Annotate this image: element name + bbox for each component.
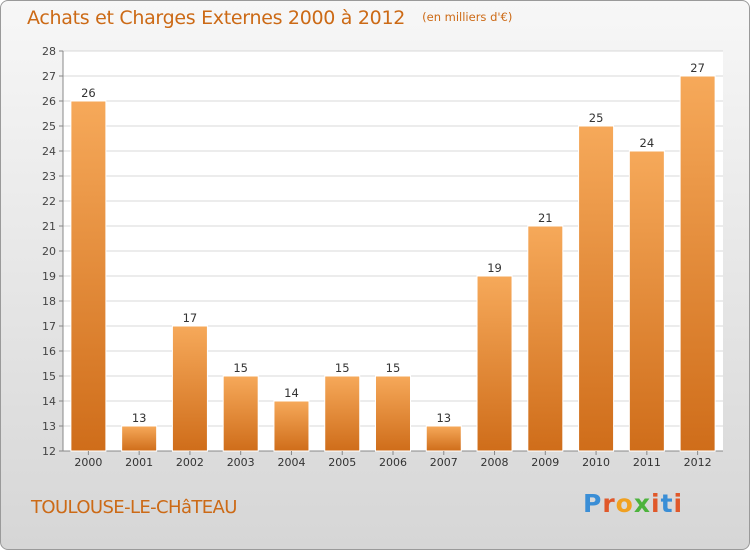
bar — [628, 150, 665, 452]
y-tick-label: 21 — [42, 220, 56, 233]
bar — [171, 325, 208, 452]
y-tick-label: 22 — [42, 195, 56, 208]
bar — [578, 125, 615, 452]
title-row: Achats et Charges Externes 2000 à 2012 (… — [27, 7, 512, 29]
bar-value-label: 26 — [81, 86, 96, 100]
x-tick-label: 2004 — [277, 456, 305, 469]
bar-value-label: 13 — [132, 411, 147, 425]
logo-letter: i — [673, 489, 684, 518]
bar — [222, 375, 259, 452]
bar — [527, 225, 564, 452]
x-tick-label: 2005 — [328, 456, 356, 469]
x-tick-label: 2012 — [684, 456, 712, 469]
y-tick-label: 12 — [42, 445, 56, 458]
y-tick-label: 19 — [42, 270, 56, 283]
bar-value-label: 17 — [183, 311, 198, 325]
bar — [273, 400, 310, 452]
bar — [70, 100, 107, 452]
y-tick-label: 25 — [42, 120, 56, 133]
bar-value-label: 27 — [690, 61, 705, 75]
proxiti-logo: Proxiti — [583, 489, 683, 518]
y-tick-label: 27 — [42, 70, 56, 83]
x-tick-label: 2011 — [633, 456, 661, 469]
x-tick-label: 2008 — [481, 456, 509, 469]
bar-value-label: 15 — [386, 361, 401, 375]
bar-value-label: 24 — [640, 136, 655, 150]
logo-letter: i — [651, 489, 661, 518]
x-tick-label: 2002 — [176, 456, 204, 469]
commune-name: TOULOUSE-LE-CHâTEAU — [31, 497, 237, 518]
y-tick-label: 28 — [42, 45, 56, 58]
bar — [324, 375, 361, 452]
bar-value-label: 19 — [487, 261, 502, 275]
bar-value-label: 21 — [538, 211, 553, 225]
bar — [375, 375, 411, 452]
x-tick-label: 2000 — [74, 456, 102, 469]
bar — [121, 425, 158, 452]
x-tick-label: 2009 — [531, 456, 559, 469]
unit-note: (en milliers d'€) — [422, 10, 513, 24]
y-tick-label: 24 — [42, 145, 56, 158]
logo-letter: x — [633, 489, 651, 518]
logo-letter: P — [583, 489, 603, 518]
bar-value-label: 14 — [284, 386, 299, 400]
y-tick-label: 15 — [42, 370, 56, 383]
x-tick-label: 2006 — [379, 456, 407, 469]
bar — [476, 275, 513, 452]
x-tick-label: 2001 — [125, 456, 153, 469]
bar — [425, 425, 462, 452]
bar-value-label: 13 — [436, 411, 451, 425]
y-tick-label: 13 — [42, 420, 56, 433]
y-tick-label: 20 — [42, 245, 56, 258]
bar-value-label: 15 — [233, 361, 248, 375]
chart-title: Achats et Charges Externes 2000 à 2012 — [27, 7, 406, 29]
bar-value-label: 15 — [335, 361, 350, 375]
y-tick-label: 16 — [42, 345, 56, 358]
y-tick-label: 18 — [42, 295, 56, 308]
x-tick-label: 2003 — [227, 456, 255, 469]
y-tick-label: 23 — [42, 170, 56, 183]
logo-letter: t — [660, 489, 674, 518]
x-tick-label: 2007 — [430, 456, 458, 469]
logo-letter: o — [615, 489, 634, 518]
logo-letter: r — [602, 489, 616, 518]
y-tick-label: 14 — [42, 395, 56, 408]
y-tick-label: 26 — [42, 95, 56, 108]
bar-value-label: 25 — [589, 111, 604, 125]
y-tick-label: 17 — [42, 320, 56, 333]
bar — [679, 75, 716, 452]
x-tick-label: 2010 — [582, 456, 610, 469]
